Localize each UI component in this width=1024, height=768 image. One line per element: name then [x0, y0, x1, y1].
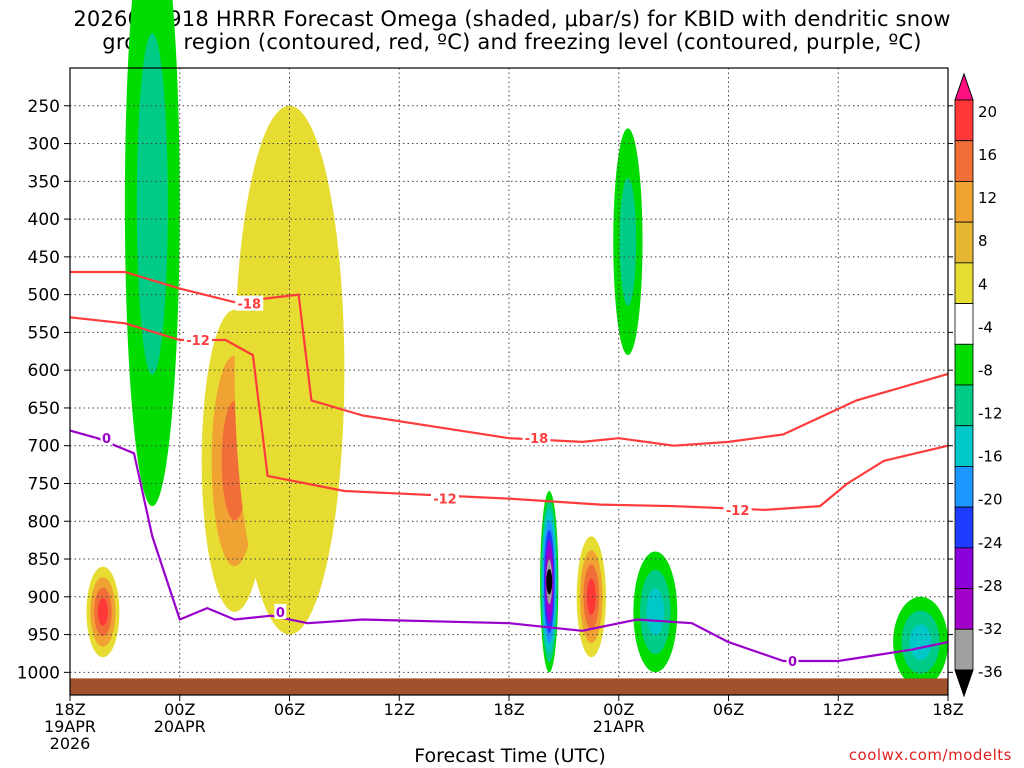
contour-label-1: -12: [433, 493, 457, 508]
contour-line: [70, 270, 949, 447]
omega-cell-7-level--8: [136, 33, 168, 375]
x-tick-label-6-1: 20APR: [154, 717, 206, 736]
contour-line: [69, 429, 949, 663]
colorbar-box-8: [954, 384, 974, 427]
x-tick-label-6-0: 00Z: [164, 700, 195, 719]
colorbar-box-14: [954, 628, 974, 671]
contour-label-bg: [235, 295, 264, 311]
colorbar-box-5: [954, 262, 974, 304]
y-tick-label-950: 950: [28, 626, 60, 646]
colorbar-bottom-arrow: [954, 669, 974, 698]
colorbar-label-9: -20: [978, 491, 1003, 509]
x-axis-title: Forecast Time (UTC): [414, 745, 606, 767]
colorbar-label-11: -28: [978, 577, 1003, 595]
contour-label-bg: [274, 603, 287, 619]
colorbar-top-arrow: [954, 72, 974, 101]
y-tick-label-500: 500: [28, 286, 60, 306]
contour-label-1: -18: [525, 432, 549, 447]
contour-label-bg: [430, 490, 459, 506]
colorbar-box-6: [954, 303, 974, 345]
x-tick-label-48-0: 18Z: [932, 700, 963, 719]
omega-cell-4-level--36: [546, 569, 553, 595]
contour-label-2: 0: [788, 655, 797, 670]
y-tick-label-250: 250: [28, 97, 60, 117]
contour-freezing-level: 0 0 0: [69, 429, 949, 670]
colorbar-box-11: [954, 506, 974, 549]
y-tick-label-1000: 1000: [17, 663, 60, 683]
contour-label-1: 0: [276, 606, 285, 621]
contour-label-bg: [100, 430, 113, 446]
contour-label-bg: [723, 501, 752, 517]
colorbar-label-1: 16: [978, 146, 997, 164]
x-tick-label-18-0: 12Z: [384, 700, 415, 719]
omega-cell-6-level--12: [646, 588, 664, 636]
x-tick-label-0-2: 2026: [50, 734, 91, 753]
x-tick-label-42-0: 12Z: [823, 700, 854, 719]
chart-title: 2026041918 HRRR Forecast Omega (shaded, …: [0, 8, 1024, 54]
y-tick-label-550: 550: [28, 323, 60, 343]
y-tick-label-350: 350: [28, 172, 60, 192]
plot-area: [70, 68, 948, 695]
colorbar-label-7: -12: [978, 405, 1003, 423]
colorbar-box-13: [954, 588, 974, 630]
y-tick-label-750: 750: [28, 474, 60, 494]
y-tick-label-600: 600: [28, 361, 60, 381]
colorbar-label-0: 20: [978, 103, 997, 121]
y-axis: 250 300 350 400 450 500 550 600 650 700 750 800 850 9…: [17, 97, 953, 683]
contour-label-bg: [786, 653, 799, 669]
colorbar-box-12: [954, 547, 974, 589]
contour-label-0: -12: [186, 334, 210, 349]
y-tick-label-700: 700: [28, 437, 60, 457]
contour-label-0: 0: [102, 432, 111, 447]
colorbar-label-10: -24: [978, 534, 1003, 552]
colorbar-box-1: [954, 99, 974, 142]
colorbar-label-13: -36: [978, 663, 1003, 681]
contour-label-2: -12: [726, 504, 750, 519]
colorbar-label-8: -16: [978, 448, 1003, 466]
y-tick-label-450: 450: [28, 248, 60, 268]
title-line-2: growth region (contoured, red, ºC) and f…: [102, 30, 922, 54]
colorbar-box-3: [954, 181, 974, 223]
y-tick-label-850: 850: [28, 550, 60, 570]
colorbar-box-4: [954, 221, 974, 264]
y-tick-label-900: 900: [28, 588, 60, 608]
title-line-1: 2026041918 HRRR Forecast Omega (shaded, …: [73, 7, 951, 31]
colorbar: 20 16 12 8 4 -4 -8 -12 -16 -20 -24 -28 -32 -36: [954, 72, 1003, 698]
x-tick-label-12-0: 06Z: [274, 700, 305, 719]
colorbar-box-7: [954, 343, 974, 386]
contour-label-bg: [184, 331, 213, 347]
y-tick-label-300: 300: [28, 135, 60, 155]
omega-cell-5-level-16: [586, 578, 596, 616]
x-tick-label-36-0: 06Z: [713, 700, 744, 719]
x-tick-label-30-1: 21APR: [593, 717, 645, 736]
y-tick-label-650: 650: [28, 399, 60, 419]
x-tick-label-0-0: 18Z: [54, 700, 85, 719]
y-tick-label-400: 400: [28, 210, 60, 230]
credit-link[interactable]: coolwx.com/modelts: [848, 746, 1012, 764]
x-tick-label-30-0: 00Z: [603, 700, 634, 719]
terrain-strip: [70, 678, 948, 695]
x-tick-label-24-0: 18Z: [493, 700, 524, 719]
colorbar-label-5: -4: [978, 318, 993, 336]
colorbar-box-2: [954, 140, 974, 182]
omega-cell-8-level--8: [619, 177, 637, 306]
colorbar-label-12: -32: [978, 620, 1003, 638]
contour-dendritic-m12: -12 -12 -12: [69, 316, 949, 519]
colorbar-box-9: [954, 425, 974, 467]
colorbar-label-2: 12: [978, 189, 997, 207]
colorbar-label-3: 8: [978, 232, 988, 250]
contour-label-bg: [522, 430, 551, 446]
omega-cell-9-level--12: [909, 624, 932, 660]
colorbar-label-4: 4: [978, 275, 988, 293]
x-tick-label-0-1: 19APR: [44, 717, 96, 736]
contour-dendritic-m18: -18 -18: [70, 270, 949, 447]
y-tick-label-800: 800: [28, 512, 60, 532]
omega-cell-0-level-16: [97, 598, 108, 626]
contour-label-0: -18: [238, 298, 262, 313]
colorbar-box-10: [954, 466, 974, 508]
colorbar-label-6: -8: [978, 361, 993, 379]
